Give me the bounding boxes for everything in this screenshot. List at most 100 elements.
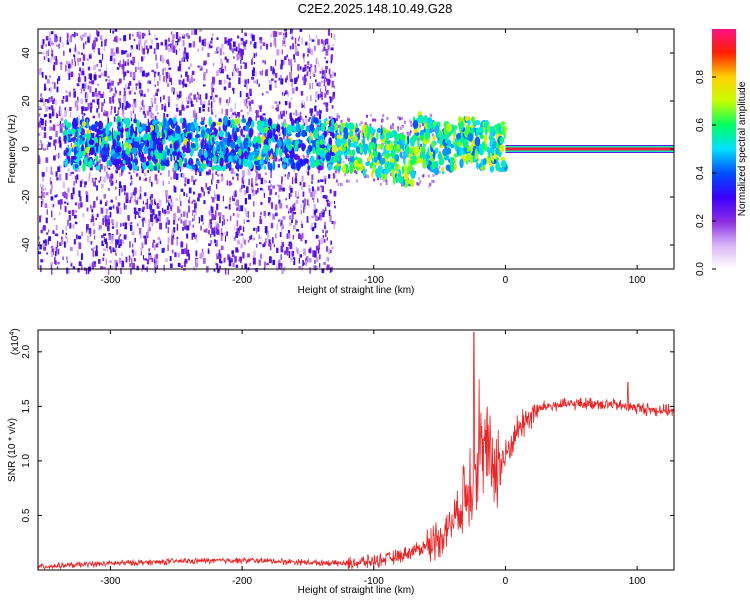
spectrogram-noise-cell: [148, 157, 151, 164]
spectrogram-noise-cell: [216, 263, 219, 269]
spectrogram-signal-cell: [393, 160, 397, 168]
spectrogram-xtick-label: -300: [100, 275, 120, 286]
spectrogram-noise-cell: [191, 30, 193, 36]
spectrogram-noise-cell: [294, 37, 297, 45]
spectrogram-noise-cell: [272, 73, 275, 76]
spectrogram-noise-cell: [221, 62, 223, 69]
spectrogram-noise-cell: [312, 200, 315, 203]
spectrogram-noise-cell: [432, 179, 435, 183]
spectrogram-noise-cell: [182, 33, 185, 37]
spectrogram-noise-cell: [166, 205, 169, 211]
spectrogram-noise-cell: [138, 80, 141, 84]
spectrogram-noise-cell: [96, 30, 98, 36]
spectrogram-ytick-label: 0: [21, 146, 32, 152]
spectrogram-noise-cell: [89, 232, 92, 237]
spectrogram-signal-cell: [268, 151, 271, 157]
spectrogram-noise-cell: [292, 43, 294, 50]
spectrogram-noise-cell: [252, 257, 256, 265]
spectrogram-noise-cell: [84, 107, 88, 112]
spectrogram-noise-cell: [167, 244, 169, 251]
spectrogram-noise-cell: [198, 193, 202, 198]
spectrogram-noise-cell: [283, 37, 286, 45]
spectrogram-signal-cell: [154, 124, 160, 134]
spectrogram-noise-cell: [59, 211, 61, 216]
spectrogram-noise-cell: [205, 183, 208, 188]
spectrogram-noise-cell: [200, 225, 202, 231]
spectrogram-noise-cell: [355, 171, 358, 175]
spectrogram-noise-cell: [145, 72, 149, 78]
spectrogram-noise-cell: [258, 259, 262, 266]
spectrogram-noise-cell: [234, 64, 237, 70]
spectrogram-noise-cell: [327, 29, 331, 36]
spectrogram-noise-cell: [97, 102, 100, 109]
spectrogram-signal-cell: [472, 116, 476, 123]
spectrogram-noise-cell: [302, 53, 305, 59]
spectrogram-signal-cell: [343, 127, 348, 134]
spectrogram-noise-cell: [252, 56, 254, 60]
spectrogram-noise-cell: [88, 228, 92, 234]
spectrogram-noise-cell: [182, 80, 184, 85]
spectrogram-noise-cell: [282, 110, 285, 117]
spectrogram-signal-cell: [264, 116, 267, 126]
spectrogram-noise-cell: [286, 233, 288, 239]
spectrogram-noise-cell: [232, 112, 235, 116]
spectrogram-noise-cell: [132, 192, 135, 195]
spectrogram-noise-cell: [101, 106, 103, 113]
spectrogram-noise-cell: [171, 31, 173, 35]
spectrogram-noise-cell: [50, 261, 53, 265]
spectrogram-signal-cell: [241, 118, 247, 124]
spectrogram-noise-cell: [240, 65, 242, 69]
spectrogram-noise-cell: [100, 72, 104, 77]
spectrogram-noise-cell: [233, 41, 236, 48]
spectrogram-noise-cell: [195, 258, 199, 264]
spectrogram-noise-cell: [275, 212, 278, 217]
spectrogram-noise-cell: [57, 200, 61, 205]
spectrogram-noise-cell: [305, 115, 307, 118]
spectrogram-noise-cell: [130, 268, 132, 275]
spectrogram-noise-cell: [325, 207, 327, 212]
spectrogram-signal-cell: [230, 141, 236, 150]
spectrogram-noise-cell: [269, 84, 272, 91]
spectrogram-noise-cell: [142, 264, 145, 270]
spectrogram-noise-cell: [119, 38, 122, 41]
spectrogram-noise-cell: [410, 124, 413, 128]
spectrogram-noise-cell: [186, 97, 188, 102]
spectrogram-noise-cell: [182, 227, 184, 231]
spectrogram-noise-cell: [289, 215, 291, 220]
spectrogram-noise-cell: [101, 102, 104, 107]
spectrogram-noise-cell: [321, 70, 325, 75]
spectrogram-signal-cell: [213, 155, 217, 165]
spectrogram-signal-cell: [454, 125, 458, 131]
spectrogram-noise-cell: [180, 201, 182, 206]
spectrogram-noise-cell: [195, 263, 199, 267]
spectrogram-noise-cell: [42, 175, 44, 182]
spectrogram-noise-cell: [228, 259, 232, 267]
spectrogram-noise-cell: [134, 198, 136, 202]
spectrogram-noise-cell: [50, 171, 54, 175]
spectrogram-noise-cell: [50, 31, 54, 35]
spectrogram-noise-cell: [202, 222, 204, 225]
spectrogram-noise-cell: [289, 71, 292, 79]
spectrogram-noise-cell: [168, 102, 170, 108]
snr-xtick-label: 0: [503, 576, 509, 587]
spectrogram-noise-cell: [178, 218, 179, 221]
spectrogram-noise-cell: [175, 42, 177, 48]
spectrogram-noise-cell: [90, 206, 94, 210]
spectrogram-noise-cell: [90, 204, 92, 209]
spectrogram-signal-cell: [362, 137, 365, 146]
spectrogram-signal-cell: [212, 145, 216, 156]
spectrogram-signal-cell: [431, 161, 437, 170]
spectrogram-noise-cell: [64, 107, 66, 113]
spectrogram-noise-cell: [372, 118, 374, 122]
spectrogram-noise-cell: [304, 74, 307, 79]
spectrogram-noise-cell: [90, 106, 92, 113]
spectrogram-noise-cell: [314, 74, 316, 77]
spectrogram-noise-cell: [180, 68, 182, 72]
spectrogram-noise-cell: [92, 99, 95, 103]
spectrogram-noise-cell: [224, 37, 227, 44]
spectrogram-noise-cell: [113, 167, 115, 170]
spectrogram-noise-cell: [203, 119, 205, 123]
spectrogram-noise-cell: [80, 35, 82, 39]
spectrogram-noise-cell: [138, 208, 141, 212]
spectrogram-noise-cell: [188, 220, 192, 226]
